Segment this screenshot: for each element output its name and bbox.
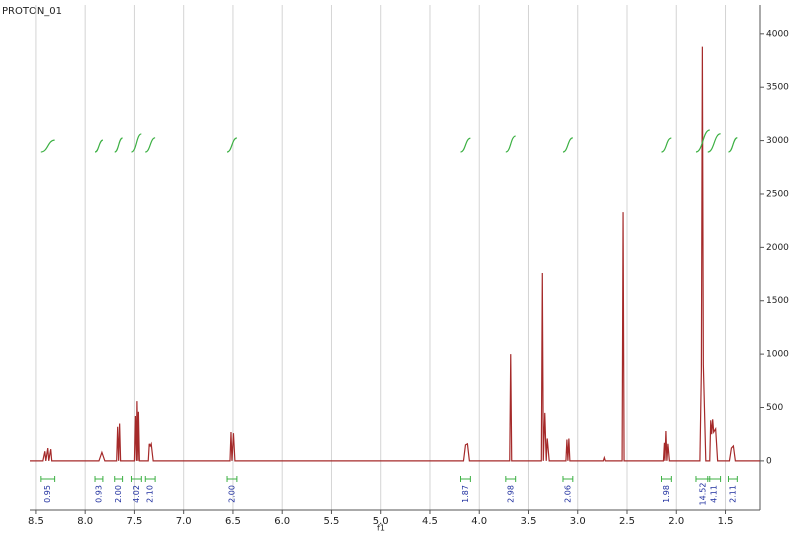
integral-curve [661,137,672,153]
integral-curve [707,133,721,153]
x-tick-label: 7.5 [126,516,142,527]
y-tick-label: 3500 [766,83,789,93]
integral-label: 4.11 [710,485,719,503]
x-tick-label: 6.0 [274,516,290,527]
x-tick-label: 1.5 [718,516,734,527]
y-tick-label: 500 [766,403,783,413]
integral-label: 2.06 [563,485,572,503]
chart-title: PROTON_01 [2,6,62,17]
x-tick-label: 5.0 [373,516,389,527]
spectrum-line [30,46,760,462]
y-tick-label: 1000 [766,350,789,360]
y-tick-label: 1500 [766,296,789,306]
integral-curve [460,137,471,153]
integral-label: 2.00 [227,485,236,503]
x-tick-label: 8.5 [28,516,44,527]
x-tick-label: 6.5 [225,516,241,527]
integral-label: 1.87 [461,485,470,503]
integral-curve [145,137,156,153]
y-tick-label: 2000 [766,243,789,253]
integral-label: 2.00 [114,485,123,503]
x-tick-label: 4.5 [422,516,438,527]
integral-curve [562,137,574,153]
y-tick-label: 4000 [766,29,789,39]
integral-curve [40,139,55,153]
integral-curve [505,135,516,153]
y-tick-label: 0 [766,456,772,466]
integral-label: 1.98 [662,485,671,503]
x-tick-label: 5.5 [324,516,340,527]
x-tick-label: 8.0 [77,516,93,527]
x-tick-label: 7.0 [176,516,192,527]
integral-label: 2.98 [506,485,515,503]
x-axis-label: f1 [377,524,385,533]
integral-label: 2.10 [146,485,155,503]
x-tick-label: 3.5 [521,516,537,527]
integral-label: 0.95 [43,485,52,503]
y-tick-label: 2500 [766,189,789,199]
integral-label: 2.11 [728,485,737,503]
x-tick-label: 2.0 [668,516,684,527]
integral-curve [94,139,104,153]
x-tick-label: 2.5 [619,516,635,527]
x-tick-label: 4.0 [471,516,487,527]
integral-label: 14.52 [698,483,707,506]
integral-curve [114,137,123,153]
integral-label: 4.02 [132,485,141,503]
integral-curve [226,137,238,153]
x-tick-label: 3.0 [570,516,586,527]
integral-label: 0.93 [94,485,103,503]
integral-curve [695,129,710,153]
integral-curve [131,133,142,153]
y-tick-label: 3000 [766,136,789,146]
integral-curve [728,137,738,153]
